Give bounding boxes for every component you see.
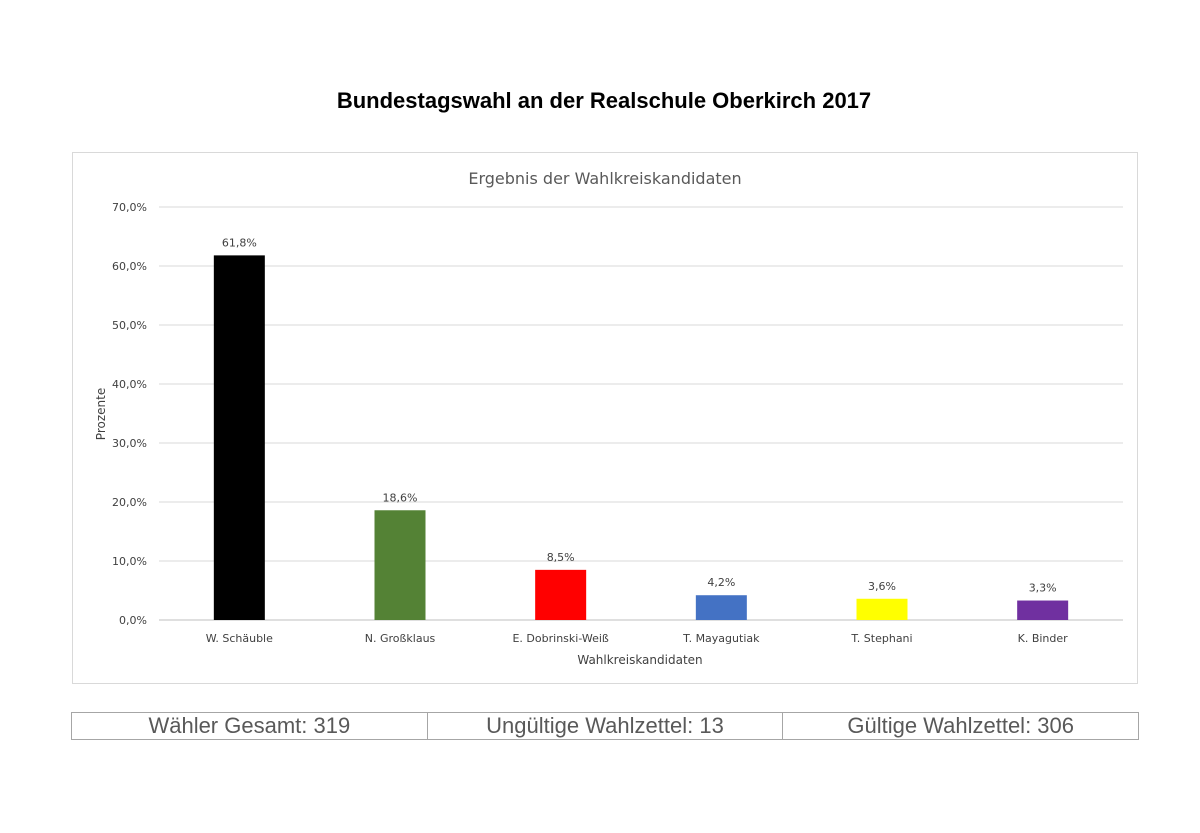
y-tick-label: 30,0% bbox=[112, 437, 147, 450]
invalid-ballots: Ungültige Wahlzettel: 13 bbox=[428, 713, 784, 739]
y-tick-label: 50,0% bbox=[112, 319, 147, 332]
data-label: 18,6% bbox=[383, 491, 418, 504]
page-title: Bundestagswahl an der Realschule Oberkir… bbox=[336, 88, 872, 113]
x-tick-label: K. Binder bbox=[1018, 632, 1069, 645]
x-tick-label: T. Mayagutiak bbox=[682, 632, 760, 645]
bar bbox=[213, 255, 265, 620]
gridlines bbox=[159, 206, 1123, 621]
bar bbox=[695, 595, 747, 620]
chart-title: Ergebnis der Wahlkreiskandidaten bbox=[468, 169, 741, 188]
bar bbox=[1017, 600, 1069, 620]
y-tick-label: 60,0% bbox=[112, 260, 147, 273]
x-tick-label: E. Dobrinski-Weiß bbox=[512, 632, 608, 645]
x-tick-label: T. Stephani bbox=[850, 632, 912, 645]
bar bbox=[535, 569, 587, 620]
y-axis-ticks: 0,0% 10,0% 20,0% 30,0% 40,0% 50,0% 60,0% 70,0% bbox=[112, 201, 147, 627]
y-tick-label: 20,0% bbox=[112, 496, 147, 509]
data-labels: 61,8% 18,6% 8,5% 4,2% 3,6% 3,3% bbox=[222, 236, 1057, 594]
y-tick-label: 0,0% bbox=[119, 614, 147, 627]
total-voters: Wähler Gesamt: 319 bbox=[72, 713, 428, 739]
data-label: 8,5% bbox=[547, 551, 575, 564]
y-tick-label: 40,0% bbox=[112, 378, 147, 391]
data-label: 3,3% bbox=[1029, 582, 1057, 595]
x-axis-title: Wahlkreiskandidaten bbox=[577, 653, 702, 667]
valid-ballots: Gültige Wahlzettel: 306 bbox=[847, 713, 1074, 738]
data-label: 3,6% bbox=[868, 580, 896, 593]
bars bbox=[213, 255, 1069, 620]
chart-area: Ergebnis der Wahlkreiskandidaten 0,0% 10,… bbox=[72, 152, 1138, 684]
y-tick-label: 70,0% bbox=[112, 201, 147, 214]
y-tick-label: 10,0% bbox=[112, 555, 147, 568]
data-label: 61,8% bbox=[222, 236, 257, 249]
stats-table: Wähler Gesamt: 319 Ungültige Wahlzettel:… bbox=[71, 712, 1139, 740]
bar bbox=[856, 598, 908, 620]
data-label: 4,2% bbox=[707, 576, 735, 589]
x-tick-label: N. Großklaus bbox=[365, 632, 436, 645]
y-axis-title: Prozente bbox=[94, 388, 108, 440]
x-tick-label: W. Schäuble bbox=[206, 632, 273, 645]
x-axis-ticks: W. Schäuble N. Großklaus E. Dobrinski-Weiß… bbox=[206, 632, 1068, 645]
bar bbox=[374, 510, 426, 620]
bar-chart: Ergebnis der Wahlkreiskandidaten 0,0% 10,… bbox=[94, 169, 1123, 667]
